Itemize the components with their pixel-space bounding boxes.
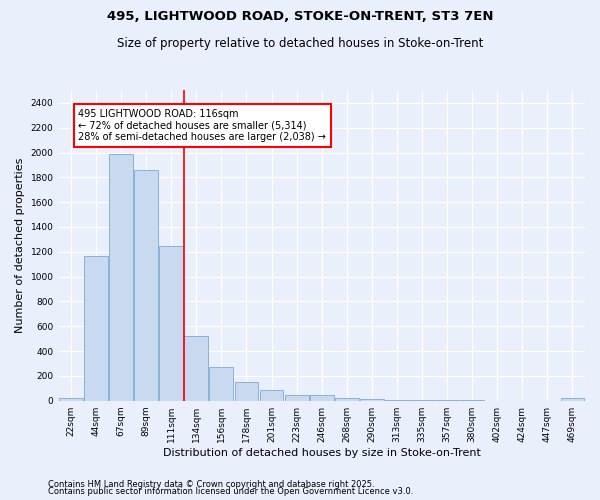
Text: Contains HM Land Registry data © Crown copyright and database right 2025.: Contains HM Land Registry data © Crown c… [48,480,374,489]
Bar [235,382,259,400]
Bar [184,336,208,400]
Text: 495 LIGHTWOOD ROAD: 116sqm
← 72% of detached houses are smaller (5,314)
28% of s: 495 LIGHTWOOD ROAD: 116sqm ← 72% of deta… [79,109,326,142]
Bar [209,366,233,400]
Text: Contains public sector information licensed under the Open Government Licence v3: Contains public sector information licen… [48,487,413,496]
Bar [285,395,308,400]
Bar [560,398,584,400]
Text: Size of property relative to detached houses in Stoke-on-Trent: Size of property relative to detached ho… [117,38,483,51]
Bar [84,256,108,400]
Bar [109,154,133,400]
Bar [59,398,83,400]
Bar [310,395,334,400]
Text: 495, LIGHTWOOD ROAD, STOKE-ON-TRENT, ST3 7EN: 495, LIGHTWOOD ROAD, STOKE-ON-TRENT, ST3… [107,10,493,23]
Y-axis label: Number of detached properties: Number of detached properties [15,158,25,334]
Bar [335,398,359,400]
Bar [360,399,384,400]
X-axis label: Distribution of detached houses by size in Stoke-on-Trent: Distribution of detached houses by size … [163,448,481,458]
Bar [160,246,183,400]
Bar [134,170,158,400]
Bar [260,390,283,400]
